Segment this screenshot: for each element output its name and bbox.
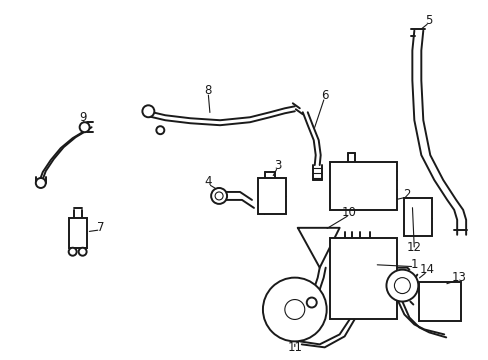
Text: 1: 1 bbox=[410, 258, 417, 271]
Text: 6: 6 bbox=[320, 89, 328, 102]
Circle shape bbox=[306, 298, 316, 307]
Text: 12: 12 bbox=[406, 241, 421, 254]
Circle shape bbox=[142, 105, 154, 117]
Text: 14: 14 bbox=[419, 263, 434, 276]
Circle shape bbox=[36, 178, 46, 188]
Text: 5: 5 bbox=[425, 14, 432, 27]
Circle shape bbox=[156, 126, 164, 134]
Circle shape bbox=[80, 122, 89, 132]
Circle shape bbox=[68, 248, 77, 256]
Bar bbox=[404, 198, 431, 236]
Circle shape bbox=[211, 188, 226, 204]
Circle shape bbox=[263, 278, 326, 341]
Text: 10: 10 bbox=[342, 206, 356, 219]
Circle shape bbox=[394, 278, 409, 293]
Bar bbox=[329, 162, 397, 210]
Circle shape bbox=[285, 300, 304, 319]
Bar bbox=[258, 178, 285, 214]
Text: 3: 3 bbox=[274, 158, 281, 172]
Bar bbox=[419, 282, 460, 321]
Circle shape bbox=[386, 270, 417, 302]
Bar bbox=[329, 238, 397, 319]
Text: 4: 4 bbox=[204, 175, 211, 189]
Text: 9: 9 bbox=[79, 111, 86, 124]
Circle shape bbox=[215, 192, 223, 200]
Text: 2: 2 bbox=[403, 188, 410, 202]
Text: 8: 8 bbox=[204, 84, 211, 97]
Text: 11: 11 bbox=[287, 341, 302, 354]
Text: 7: 7 bbox=[97, 221, 104, 234]
Text: 13: 13 bbox=[451, 271, 466, 284]
Bar bbox=[68, 218, 86, 248]
Circle shape bbox=[79, 248, 86, 256]
